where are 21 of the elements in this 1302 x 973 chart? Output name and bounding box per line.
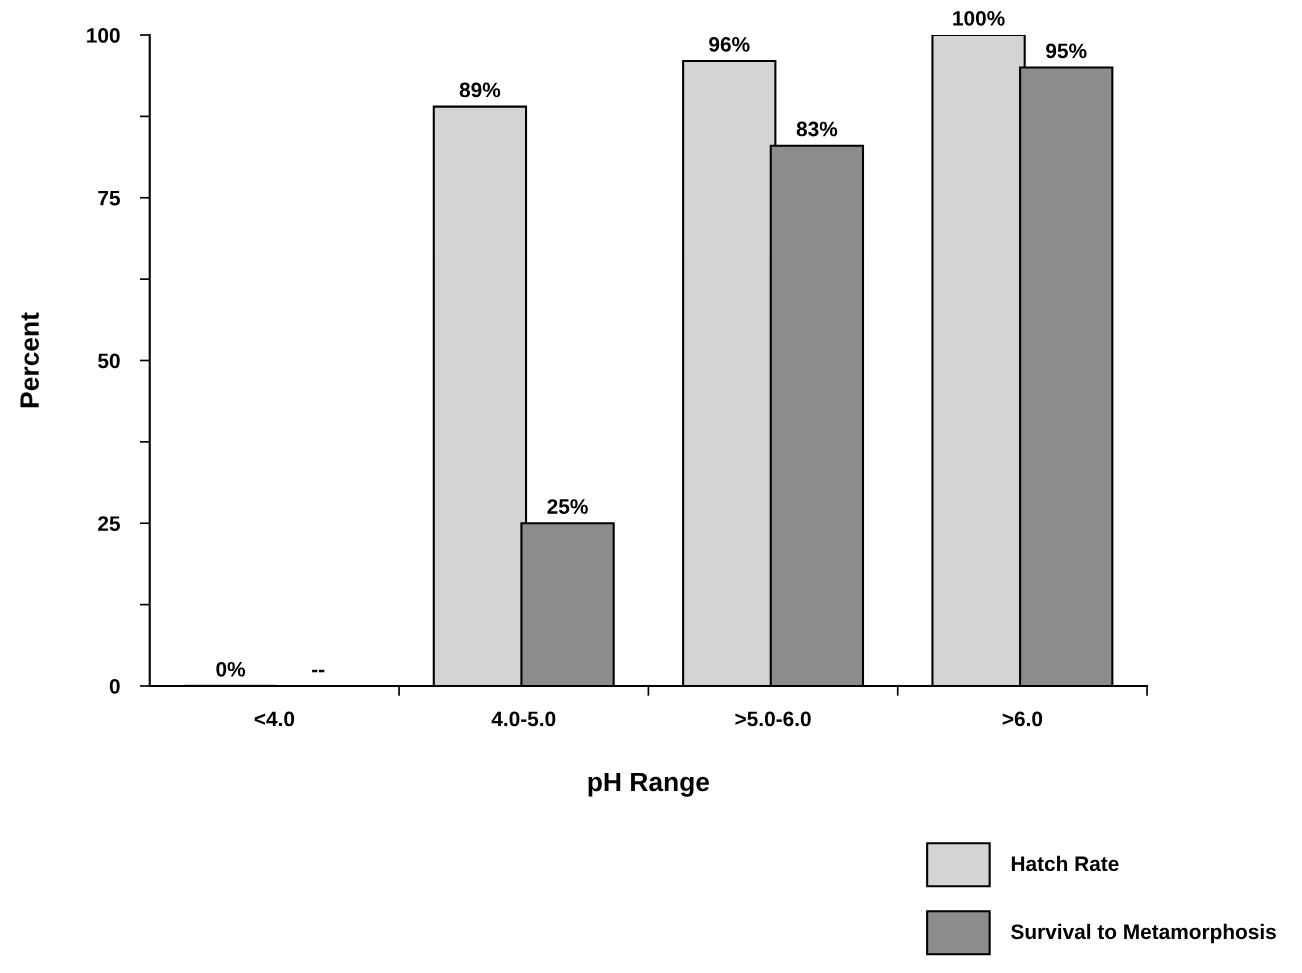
data-label: 0% <box>216 661 246 677</box>
data-label: 25% <box>547 499 588 514</box>
y-tick-label: 75 <box>98 190 120 206</box>
x-tick-label: <4.0 <box>254 711 295 727</box>
y-tick-label: 100 <box>87 28 120 43</box>
x-tick-label: >6.0 <box>1002 711 1043 727</box>
text: -- <box>312 669 325 673</box>
data-label: 100% <box>953 10 1005 26</box>
x-axis-title: pH Range <box>588 772 710 797</box>
x-tick-label: >5.0-6.0 <box>735 711 811 727</box>
y-tick-label: 50 <box>98 353 120 369</box>
legend-label: Hatch Rate <box>1011 855 1119 872</box>
legend-label: Survival to Metamorphosis <box>1011 923 1276 944</box>
y-tick-label: 0 <box>109 678 120 694</box>
data-label: 95% <box>1046 43 1087 59</box>
data-label: 96% <box>709 36 750 52</box>
y-axis-title: Percent <box>20 312 39 408</box>
data-label: 89% <box>459 82 501 98</box>
data-label: 83% <box>796 121 838 137</box>
x-tick-label: 4.0-5.0 <box>491 711 556 727</box>
y-tick-label: 25 <box>98 516 120 531</box>
